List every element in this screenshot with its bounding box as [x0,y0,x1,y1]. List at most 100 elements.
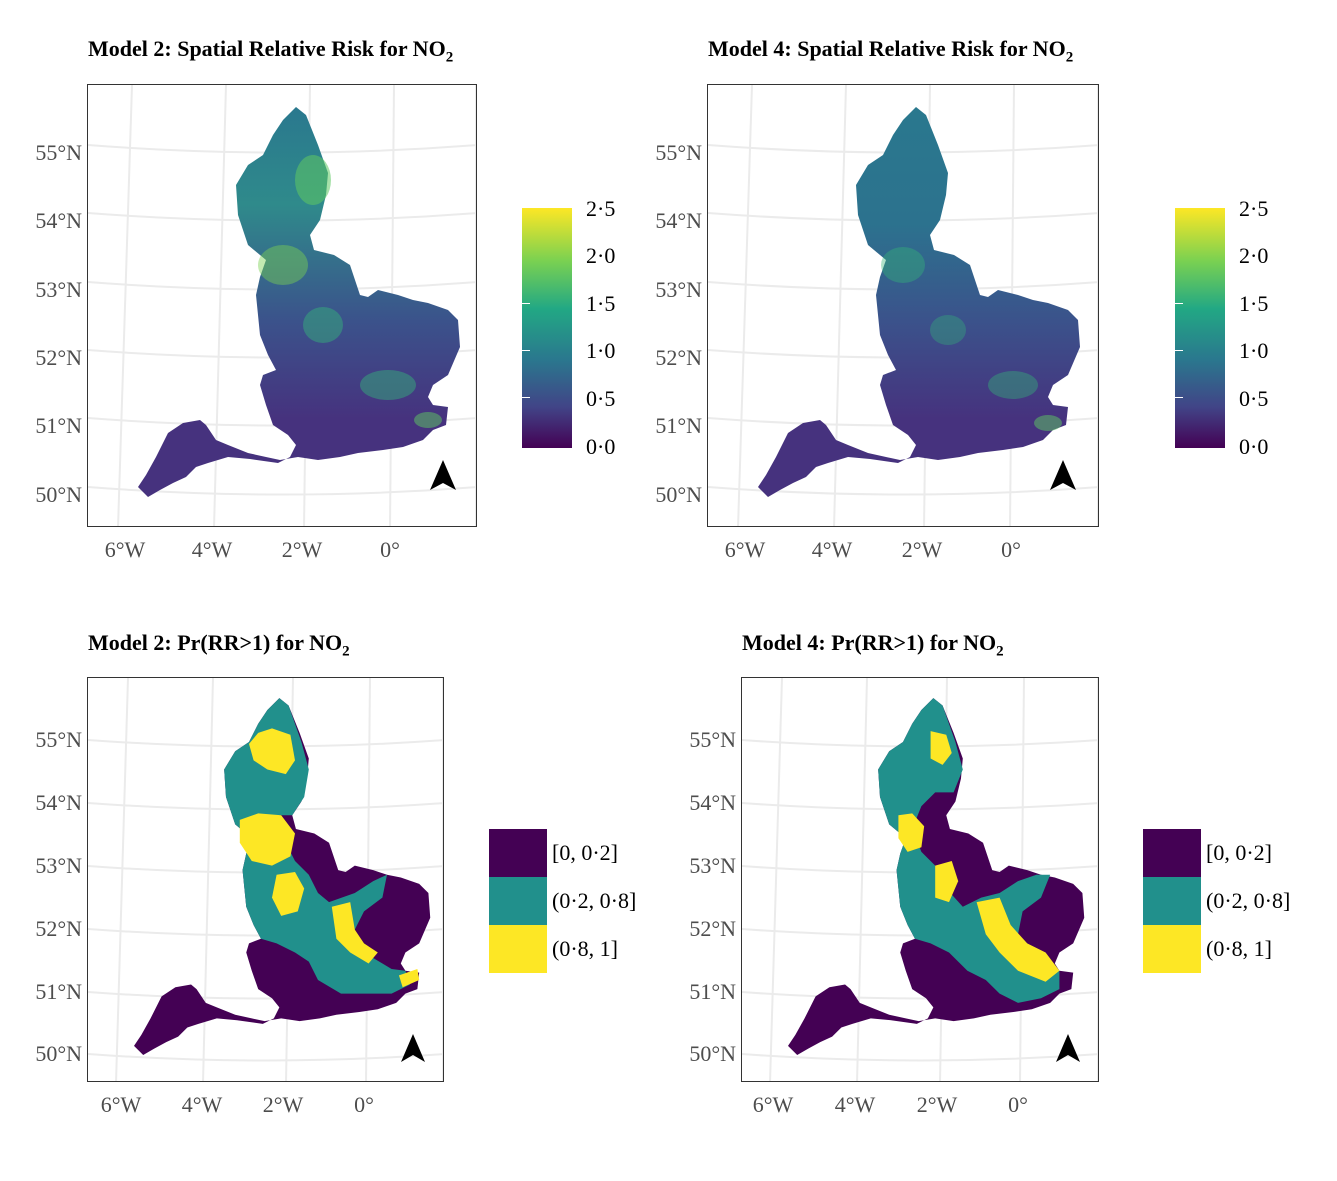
panel-3-legend-label: (0·2, 0·8] [552,888,637,913]
panel-3-ytick-51: 51°N [35,979,82,1004]
hotspot-northwest [258,245,308,285]
cbtick [1175,350,1183,351]
panel-4-ytick-53: 53°N [689,853,736,878]
panel-1-ytick-50: 50°N [35,482,82,507]
panel-2-legend-label: 1·0 [1239,338,1269,363]
panel-2-legend-label: 0·0 [1239,434,1269,459]
panel-2-map[interactable] [707,84,1099,527]
panel-2-legend-label: 0·5 [1239,386,1269,411]
panel-2-map-svg [708,85,1098,526]
panel-1-colorbar [522,208,572,448]
panel-2-colorbar [1175,208,1225,448]
cbtick [522,397,530,398]
cbtick [522,303,530,304]
north-arrow-icon [401,1034,425,1062]
region-high-london [976,897,1060,982]
panel-3-ytick-53: 53°N [35,853,82,878]
panel-4-xtick-0: 0° [1008,1092,1028,1117]
panel-3-xtick-2w: 2°W [262,1092,304,1117]
cbtick [1175,397,1183,398]
panel-1-ytick-54: 54°N [35,208,82,233]
panel-4-legend-label: [0, 0·2] [1206,840,1272,865]
region-high-northwest [898,813,925,852]
hotspot-london [988,371,1038,399]
panel-2-legend-label: 2·0 [1239,243,1269,268]
panel-3-map[interactable] [87,677,444,1082]
panel-3-ytick-52: 52°N [35,916,82,941]
panel-3-legend-swatch-mid [489,877,547,925]
panel-1-map-svg [88,85,476,526]
panel-1-ytick-53: 53°N [35,277,82,302]
panel-1-xtick-6w: 6°W [104,537,146,562]
panel-4-ytick-52: 52°N [689,916,736,941]
panel-4-legend-label: (0·8, 1] [1206,936,1272,961]
panel-3-legend-label: (0·8, 1] [552,936,618,961]
panel-1-legend-label: 1·5 [586,291,616,316]
panel-3-map-svg [88,678,443,1081]
panel-2-title: Model 4: Spatial Relative Risk for NO2 [708,36,1074,66]
panel-4-ytick-50: 50°N [689,1041,736,1066]
panel-4-ytick-54: 54°N [689,790,736,815]
panel-4-ytick-55: 55°N [689,727,736,752]
region-high-north [249,728,295,775]
region-mid [878,698,1060,1003]
panel-1-legend-label: 2·0 [586,243,616,268]
panel-4-xtick-6w: 6°W [752,1092,794,1117]
region-mid [224,698,410,994]
panel-4-xtick-4w: 4°W [834,1092,876,1117]
panel-4-ytick-51: 51°N [689,979,736,1004]
panel-3-xtick-0: 0° [354,1092,374,1117]
panel-2-ytick-53: 53°N [655,277,702,302]
panel-1-title: Model 2: Spatial Relative Risk for NO2 [88,36,454,66]
panel-4-legend-swatch-low [1143,829,1201,877]
panel-4-legend-label: (0·2, 0·8] [1206,888,1291,913]
panel-3-legend-swatch-high [489,925,547,973]
england-shape [138,107,460,497]
panel-3-title: Model 2: Pr(RR>1) for NO2 [88,630,350,660]
north-arrow-icon [1050,460,1076,490]
panel-4-title: Model 4: Pr(RR>1) for NO2 [742,630,1004,660]
region-high-southeast [398,968,420,988]
panel-1-legend-label: 0·0 [586,434,616,459]
panel-1-ytick-52: 52°N [35,345,82,370]
panel-1-ytick-51: 51°N [35,413,82,438]
panel-1-xtick-0: 0° [380,537,400,562]
region-high-northwest [239,813,295,866]
panel-2-ytick-54: 54°N [655,208,702,233]
panel-1-xtick-2w: 2°W [281,537,323,562]
north-arrow-icon [1056,1034,1080,1062]
panel-4-map-svg [742,678,1098,1081]
panel-1-map[interactable] [87,84,477,527]
region-high-north [930,731,952,765]
region-high-midlands [272,871,305,916]
panel-3-ytick-50: 50°N [35,1041,82,1066]
cbtick [1175,303,1183,304]
hotspot-midlands [303,307,343,343]
panel-3-xtick-4w: 4°W [181,1092,223,1117]
panel-4-xtick-2w: 2°W [916,1092,958,1117]
panel-2-xtick-0: 0° [1001,537,1021,562]
panel-2-xtick-6w: 6°W [724,537,766,562]
panel-1-legend-label: 2·5 [586,196,616,221]
panel-4-legend-swatch-high [1143,925,1201,973]
panel-3-legend-swatch-low [489,829,547,877]
panel-4-map[interactable] [741,677,1099,1082]
hotspot-southeast [1034,415,1062,431]
panel-1-legend-label: 1·0 [586,338,616,363]
north-arrow-icon [430,460,456,490]
hotspot-northeast [295,155,331,205]
panel-2-ytick-52: 52°N [655,345,702,370]
panel-3-ytick-54: 54°N [35,790,82,815]
hotspot-london [360,370,416,400]
panel-3-legend-label: [0, 0·2] [552,840,618,865]
panel-4-legend-swatch-mid [1143,877,1201,925]
hotspot-midlands [930,315,966,345]
panel-2-ytick-50: 50°N [655,482,702,507]
panel-3-xtick-6w: 6°W [100,1092,142,1117]
hotspot-northwest [881,247,925,283]
region-high-london [331,902,378,964]
panel-2-xtick-2w: 2°W [901,537,943,562]
panel-2-legend-label: 1·5 [1239,291,1269,316]
panel-2-ytick-55: 55°N [655,140,702,165]
panel-1-legend-label: 0·5 [586,386,616,411]
